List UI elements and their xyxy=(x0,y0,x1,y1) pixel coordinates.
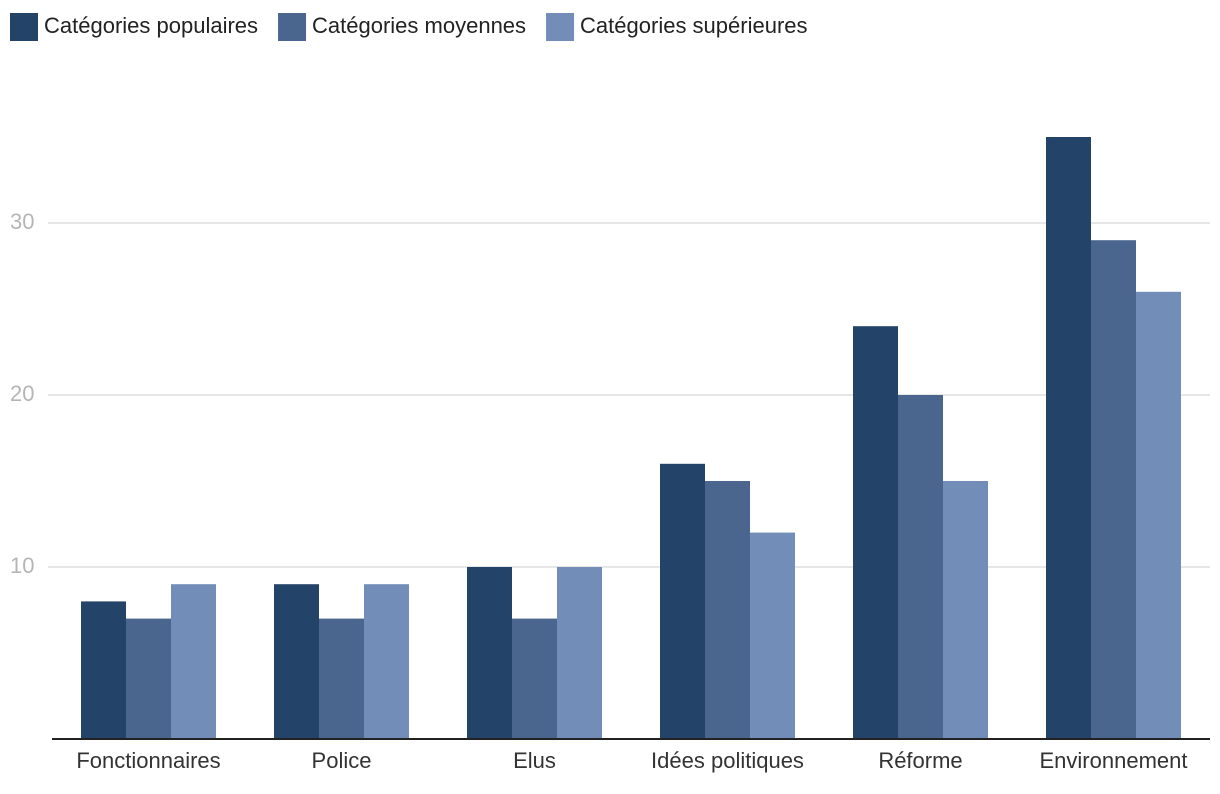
bar xyxy=(898,395,943,739)
x-tick-label: Fonctionnaires xyxy=(76,748,220,773)
bar xyxy=(1136,291,1181,739)
legend-swatch xyxy=(10,13,38,41)
bar xyxy=(1046,137,1091,739)
y-tick-label: 20 xyxy=(10,381,34,406)
bar xyxy=(274,584,319,739)
bar xyxy=(705,481,750,739)
bar xyxy=(557,567,602,739)
bar xyxy=(81,601,126,739)
bar xyxy=(660,463,705,739)
x-tick-label: Environnement xyxy=(1040,748,1188,773)
bar xyxy=(853,326,898,739)
bar xyxy=(750,532,795,739)
bar xyxy=(1091,240,1136,739)
legend-label: Catégories moyennes xyxy=(312,13,526,38)
legend-swatch xyxy=(546,13,575,41)
y-tick-label: 30 xyxy=(10,209,34,234)
legend-swatch xyxy=(278,13,307,41)
bar xyxy=(126,618,171,739)
bar xyxy=(943,481,988,739)
x-tick-label: Police xyxy=(312,748,372,773)
legend-label: Catégories supérieures xyxy=(580,13,807,38)
bar xyxy=(512,618,557,739)
x-tick-label: Elus xyxy=(513,748,556,773)
y-tick-label: 10 xyxy=(10,553,34,578)
x-tick-label: Réforme xyxy=(878,748,962,773)
legend-label: Catégories populaires xyxy=(44,13,258,38)
bar xyxy=(171,584,216,739)
bar xyxy=(467,567,512,739)
x-tick-label: Idées politiques xyxy=(651,748,804,773)
bar xyxy=(319,618,364,739)
bar xyxy=(364,584,409,739)
